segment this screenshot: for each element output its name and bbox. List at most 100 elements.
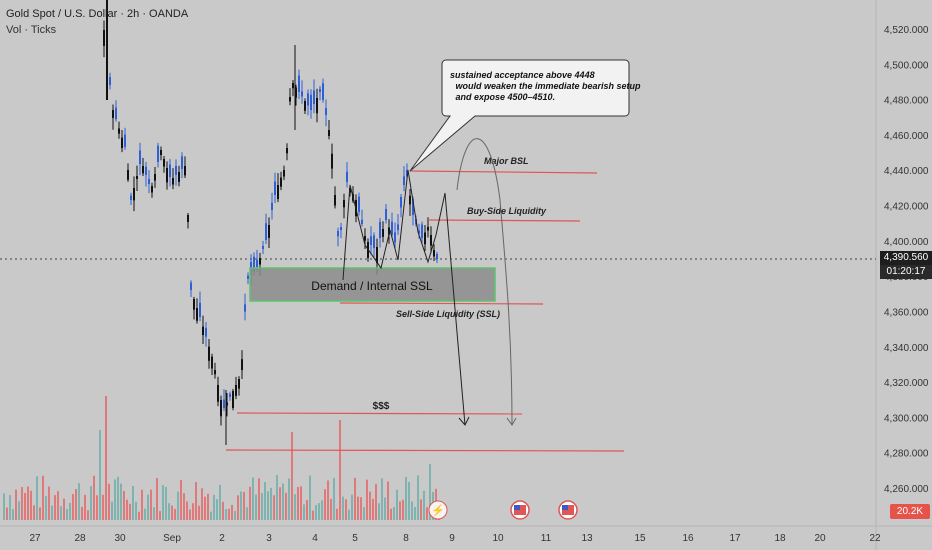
candle-body xyxy=(427,226,429,231)
volume-bar xyxy=(126,499,128,520)
time-tick-label: 17 xyxy=(729,533,741,544)
volume-bar xyxy=(225,509,227,520)
volume-bar xyxy=(210,511,212,520)
symbol-title[interactable]: Gold Spot / U.S. Dollar · 2h · OANDA xyxy=(6,8,189,20)
volume-bar xyxy=(294,494,296,520)
candle-body xyxy=(406,169,408,177)
candle-body xyxy=(139,150,141,164)
volume-bar xyxy=(48,486,50,520)
volume-bar xyxy=(231,504,233,520)
candle-body xyxy=(151,186,153,193)
time-tick-label: 13 xyxy=(581,533,593,544)
time-tick-label: 3 xyxy=(266,533,272,544)
candle-body xyxy=(220,400,222,417)
flag-canton xyxy=(514,505,520,510)
volume-bar xyxy=(168,503,170,520)
candle-series xyxy=(103,0,438,445)
candle-body xyxy=(166,168,168,183)
current-price-badge: 4,390.560 xyxy=(880,251,932,265)
candle-body xyxy=(343,200,345,208)
volume-bar xyxy=(372,498,374,520)
time-tick-label: Sep xyxy=(163,533,181,544)
lower-liquidity-line xyxy=(225,449,625,452)
volume-bar xyxy=(249,486,251,520)
volume-bar xyxy=(402,499,404,520)
candle-body xyxy=(391,221,393,235)
volume-bar xyxy=(33,505,35,520)
volume-bar xyxy=(228,508,230,520)
volume-bar xyxy=(24,493,26,520)
candle-body xyxy=(409,195,411,205)
candle-body xyxy=(253,256,255,273)
price-tick-label: 4,300.000 xyxy=(884,413,929,424)
candle-body xyxy=(181,156,183,169)
candle-body xyxy=(310,94,312,110)
candle-body xyxy=(148,178,150,184)
volume-bar xyxy=(111,501,113,520)
volume-bar xyxy=(390,508,392,520)
callout-text: sustained acceptance above 4448 would we… xyxy=(450,70,641,102)
volume-bar xyxy=(318,503,320,520)
candle-body xyxy=(337,231,339,237)
volume-bar xyxy=(27,486,29,520)
candle-body xyxy=(184,166,186,176)
candle-body xyxy=(376,247,378,264)
candle-body xyxy=(271,202,273,210)
price-tick-label: 4,260.000 xyxy=(884,484,929,495)
candle-body xyxy=(289,97,291,102)
candle-body xyxy=(118,128,120,134)
volume-bar xyxy=(396,489,398,520)
volume-bar xyxy=(36,476,38,520)
volume-bar xyxy=(222,501,224,520)
volume-bar xyxy=(339,420,341,520)
candle-body xyxy=(292,83,294,89)
candle-body xyxy=(121,137,123,148)
volume-bar xyxy=(156,477,158,520)
price-tick-label: 4,420.000 xyxy=(884,202,929,213)
bar-countdown: 01:20:17 xyxy=(880,265,932,279)
volume-bar xyxy=(180,479,182,520)
volume-bar xyxy=(186,501,188,520)
candle-body xyxy=(433,250,435,257)
volume-bar xyxy=(195,481,197,520)
candle-body xyxy=(241,359,243,371)
volume-bar xyxy=(354,477,356,520)
time-tick-label: 30 xyxy=(114,533,126,544)
price-tick-label: 4,340.000 xyxy=(884,343,929,354)
volume-bar xyxy=(135,501,137,520)
volume-bar xyxy=(288,478,290,520)
candle-body xyxy=(277,185,279,200)
dollars-liquidity-line xyxy=(236,412,523,415)
candle-body xyxy=(142,166,144,174)
volume-bar xyxy=(117,476,119,520)
candle-body xyxy=(229,393,231,397)
candle-body xyxy=(421,224,423,239)
volume-bar xyxy=(300,486,302,520)
volume-bar xyxy=(387,481,389,520)
volume-bar xyxy=(6,507,8,520)
volume-bar xyxy=(198,505,200,520)
volume-bar xyxy=(378,503,380,520)
volume-bar xyxy=(429,464,431,520)
candle-body xyxy=(217,385,219,402)
volume-bar xyxy=(123,490,125,520)
volume-bar xyxy=(66,508,68,520)
candle-body xyxy=(373,235,375,248)
volume-bar xyxy=(285,492,287,520)
volume-bar xyxy=(153,507,155,520)
demand-zone-label: Demand / Internal SSL xyxy=(311,279,433,293)
volume-bar xyxy=(63,498,65,520)
volume-bar xyxy=(270,487,272,520)
candle-body xyxy=(130,195,132,200)
volume-bar xyxy=(276,475,278,520)
volume-indicator-label[interactable]: Vol · Ticks xyxy=(6,24,57,36)
candle-body xyxy=(202,326,204,336)
volume-bar xyxy=(321,500,323,520)
candle-body xyxy=(334,195,336,206)
volume-bar xyxy=(336,508,338,520)
candle-body xyxy=(199,302,201,317)
volume-bar xyxy=(243,491,245,520)
volume-bar xyxy=(303,504,305,520)
